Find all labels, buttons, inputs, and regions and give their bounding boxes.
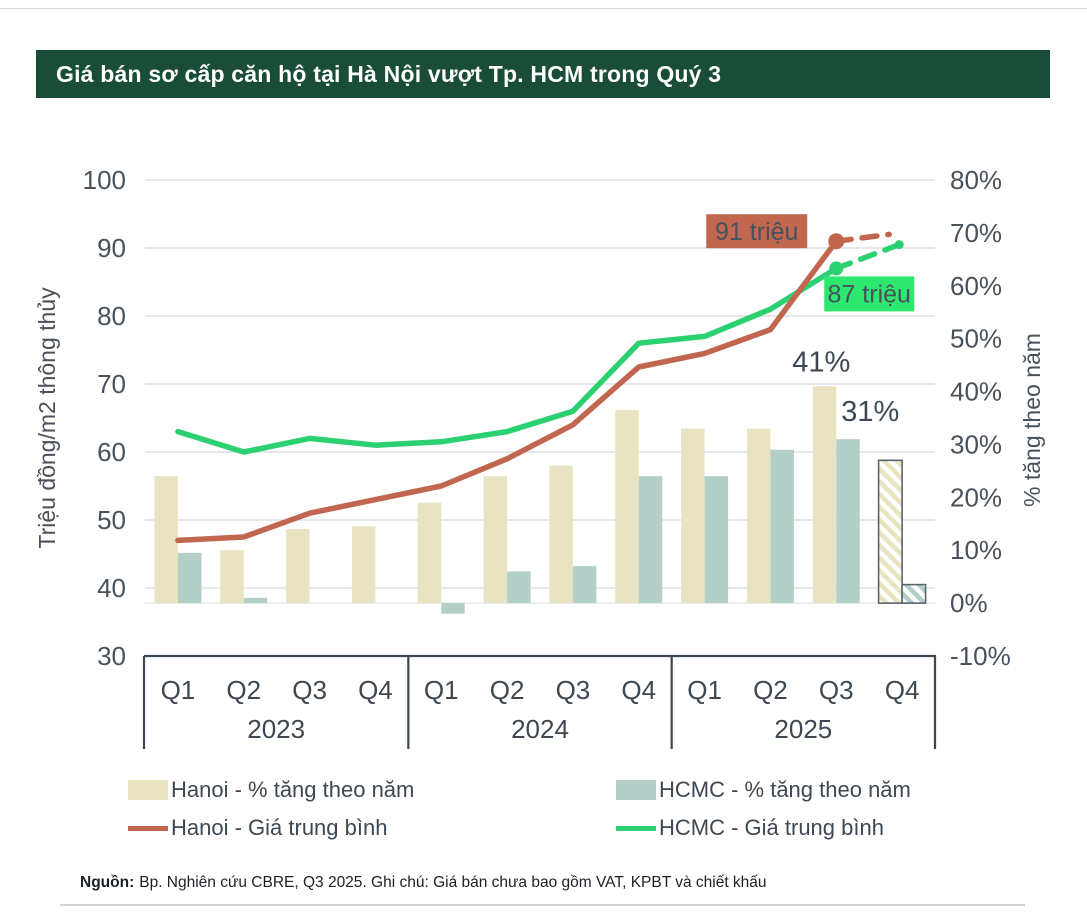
year-label-2023: 2023 xyxy=(247,714,305,744)
forecast-end-dot-hcmc xyxy=(894,240,904,250)
right-tick-0: 0% xyxy=(950,588,988,618)
bar-hanoi-2023-q4 xyxy=(351,526,376,604)
legend-item-hanoi-bars: Hanoi - % tăng theo năm xyxy=(128,777,414,803)
quarter-label-2023-q2-1: Q2 xyxy=(226,675,261,705)
quarter-label-2025-q4-11: Q4 xyxy=(885,675,920,705)
line-hanoi-price xyxy=(175,238,839,544)
hcmc-line-swatch-icon xyxy=(616,825,656,831)
bar-hanoi-2023-q1 xyxy=(154,476,178,604)
source-text: Bp. Nghiên cứu CBRE, Q3 2025. Ghi chú: G… xyxy=(139,874,767,891)
last-point-marker-hcmc xyxy=(829,261,844,276)
bar-hanoi-2024-q1 xyxy=(417,502,442,604)
chart-title: Giá bán sơ cấp căn hộ tại Hà Nội vượt Tp… xyxy=(56,60,722,87)
quarter-label-2024-q2-5: Q2 xyxy=(490,675,525,705)
left-tick-30: 30 xyxy=(97,641,126,671)
bar-hanoi-2025-q4-forecast xyxy=(877,459,903,604)
bar-hanoi-2023-q2 xyxy=(220,550,244,604)
quarter-label-2025-q1-8: Q1 xyxy=(687,675,722,705)
hcmc-bar-swatch-icon xyxy=(616,780,656,800)
quarter-label-2025-q2-9: Q2 xyxy=(753,675,788,705)
right-tick-10: 10% xyxy=(950,535,1002,565)
bar-hcmc-2024-q1 xyxy=(441,603,465,614)
bar-hanoi-2024-q2 xyxy=(483,476,508,604)
hcmc-q3-2025-bar-label: 31% xyxy=(841,396,899,428)
bar-hcmc-2024-q4 xyxy=(638,476,663,604)
axis-tick-labels: 100 90 80 70 60 50 40 30 80% 70% 60% 50% 40% 30% 20% 10… xyxy=(83,165,1011,671)
left-tick-90: 90 xyxy=(97,233,126,263)
legend-label: HCMC - % tăng theo năm xyxy=(659,777,911,802)
hanoi-price-label-box xyxy=(706,214,808,249)
bar-hcmc-2025-q4-forecast xyxy=(901,583,927,604)
left-tick-60: 60 xyxy=(97,437,126,467)
legend-item-hcmc-bars: HCMC - % tăng theo năm xyxy=(616,777,911,803)
source-prefix: Nguồn: xyxy=(80,874,135,891)
forecast-dash-hcmc xyxy=(833,241,902,272)
gridlines xyxy=(145,179,935,604)
right-tick-50: 50% xyxy=(950,324,1002,354)
right-tick-70: 70% xyxy=(950,218,1002,248)
right-tick-20: 20% xyxy=(950,482,1002,512)
bar-hanoi-2024-q4 xyxy=(615,410,639,604)
line-hcmc-price xyxy=(175,265,839,455)
hanoi-bar-swatch-icon xyxy=(128,780,168,800)
legend-label: Hanoi - % tăng theo năm xyxy=(171,777,415,802)
quarter-label-2024-q4-7: Q4 xyxy=(621,675,656,705)
legend-label: Hanoi - Giá trung bình xyxy=(171,815,388,840)
quarter-label-2024-q1-4: Q1 xyxy=(424,675,459,705)
year-label-2025: 2025 xyxy=(774,714,832,744)
right-tick-60: 60% xyxy=(950,271,1002,301)
year-label-2024: 2024 xyxy=(511,714,569,744)
left-tick-40: 40 xyxy=(97,573,126,603)
bar-hcmc-2023-q1 xyxy=(177,552,202,604)
bar-hanoi-2024-q3 xyxy=(549,465,573,604)
quarter-label-2023-q1-0: Q1 xyxy=(161,675,196,705)
hanoi-price-label: 91 triệu xyxy=(715,218,798,246)
left-axis-title: Triệu đồng/m2 thông thủy xyxy=(34,287,60,549)
bar-hanoi-2025-q3 xyxy=(812,386,837,604)
right-tick-80: 80% xyxy=(950,165,1002,195)
bar-hanoi-2025-q1 xyxy=(681,428,705,604)
annotations: 91 triệu 87 triệu 41% 31% xyxy=(706,214,915,428)
left-tick-80: 80 xyxy=(97,301,126,331)
hcmc-price-label-box xyxy=(824,276,915,312)
legend-item-hcmc-line: HCMC - Giá trung bình xyxy=(616,815,884,841)
quarter-label-2023-q4-3: Q4 xyxy=(358,675,393,705)
bottom-divider xyxy=(60,904,1025,906)
hanoi-q3-2025-bar-label: 41% xyxy=(792,346,850,378)
bar-hcmc-2023-q2 xyxy=(243,597,268,604)
forecast-dash-hanoi xyxy=(833,231,892,244)
chart-title-bar: Giá bán sơ cấp căn hộ tại Hà Nội vượt Tp… xyxy=(36,50,1050,98)
last-point-marker-hanoi xyxy=(828,233,845,250)
chart-svg: 100 90 80 70 60 50 40 30 80% 70% 60% 50% 40% 30% 20% 10… xyxy=(34,165,1045,749)
quarter-label-2023-q3-2: Q3 xyxy=(292,675,327,705)
bar-hcmc-2025-q2 xyxy=(770,449,794,604)
hcmc-price-label: 87 triệu xyxy=(828,280,911,308)
bar-hcmc-2025-q3 xyxy=(836,439,860,604)
right-axis-title: % tăng theo năm xyxy=(1019,333,1045,507)
bar-hcmc-2025-q1 xyxy=(704,476,729,604)
page-top-border xyxy=(0,8,1087,9)
bar-hanoi-2023-q3 xyxy=(286,529,310,604)
source-note: Nguồn: Bp. Nghiên cứu CBRE, Q3 2025. Ghi … xyxy=(80,874,767,892)
right-tick--10: -10% xyxy=(950,641,1011,671)
left-tick-100: 100 xyxy=(83,165,126,195)
legend-label: HCMC - Giá trung bình xyxy=(659,815,884,840)
x-axis: Q1 Q2 Q3 Q4 Q1 Q2 Q3 Q4 Q1 Q2 Q3 Q4 2023 2024 2025 xyxy=(142,654,937,749)
left-tick-70: 70 xyxy=(97,369,126,399)
right-tick-30: 30% xyxy=(950,429,1002,459)
line-series xyxy=(175,231,904,544)
left-tick-50: 50 xyxy=(97,505,126,535)
bar-hcmc-2024-q2 xyxy=(507,571,531,604)
bar-series xyxy=(154,386,927,614)
quarter-label-2025-q3-10: Q3 xyxy=(819,675,854,705)
hanoi-line-swatch-icon xyxy=(128,825,168,831)
right-tick-40: 40% xyxy=(950,377,1002,407)
bar-hcmc-2024-q3 xyxy=(572,566,597,604)
legend-item-hanoi-line: Hanoi - Giá trung bình xyxy=(128,815,387,841)
bar-hanoi-2025-q2 xyxy=(746,428,771,604)
quarter-label-2024-q3-6: Q3 xyxy=(556,675,591,705)
